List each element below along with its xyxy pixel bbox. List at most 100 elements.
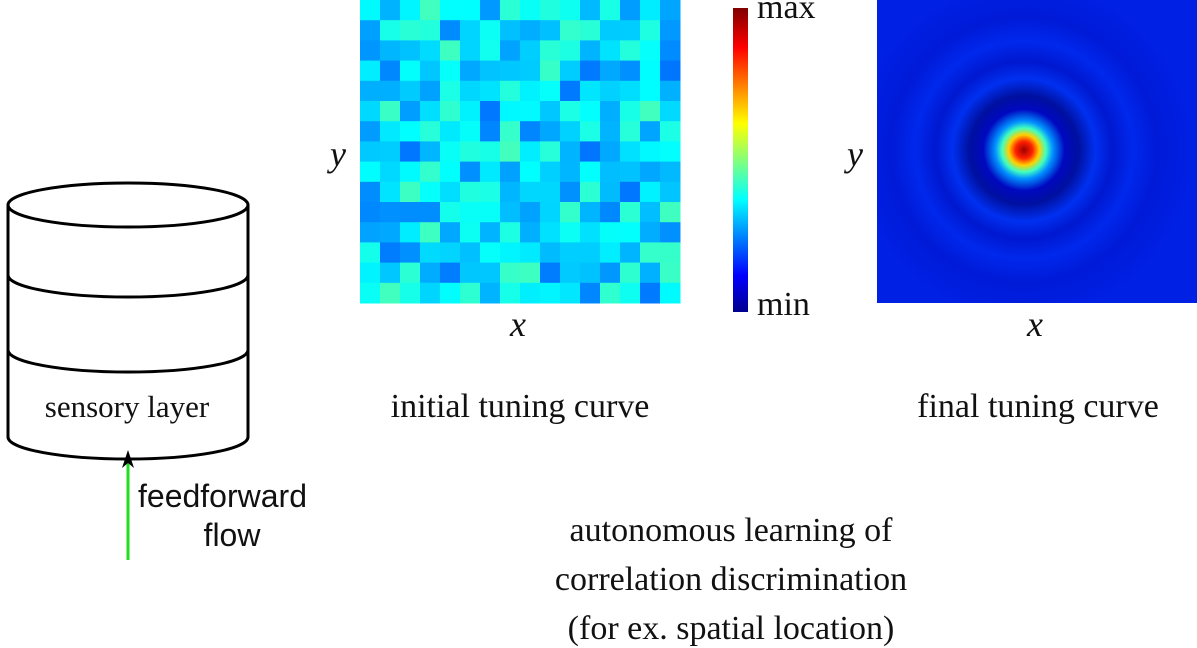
noise-cell: [420, 20, 441, 41]
noise-cell: [580, 181, 601, 203]
noise-cell: [420, 181, 441, 203]
noise-cell: [460, 141, 481, 163]
noise-cell: [520, 121, 541, 142]
noise-cell: [380, 161, 401, 183]
panel-title: final tuning curve: [917, 388, 1159, 425]
noise-cell: [640, 80, 661, 102]
noise-cell: [440, 202, 461, 223]
noise-cell: [460, 20, 481, 41]
noise-cell: [660, 60, 681, 82]
noise-cell: [440, 222, 461, 243]
noise-cell: [420, 80, 441, 102]
noise-cell: [440, 262, 461, 284]
noise-cell: [400, 0, 421, 21]
noise-cell: [540, 262, 561, 284]
noise-cell: [380, 242, 401, 264]
noise-cell: [620, 222, 641, 243]
noise-cell: [540, 40, 561, 62]
noise-cell: [640, 121, 661, 142]
noise-cell: [660, 202, 681, 223]
noise-cell: [520, 181, 541, 203]
caption: correlation discrimination: [555, 561, 907, 598]
noise-cell: [520, 80, 541, 102]
noise-cell: [600, 80, 621, 102]
noise-cell: [580, 40, 601, 62]
noise-cell: [640, 161, 661, 183]
noise-cell: [400, 282, 421, 304]
noise-cell: [400, 181, 421, 203]
noise-cell: [440, 101, 461, 122]
noise-cell: [660, 80, 681, 102]
noise-cell: [480, 181, 501, 203]
noise-cell: [500, 40, 521, 62]
noise-cell: [440, 121, 461, 142]
noise-cell: [440, 161, 461, 183]
noise-cell: [540, 141, 561, 163]
noise-cell: [580, 20, 601, 41]
noise-cell: [380, 20, 401, 41]
noise-cell: [400, 202, 421, 223]
noise-cell: [360, 80, 381, 102]
noise-cell: [360, 60, 381, 82]
noise-cell: [420, 121, 441, 142]
noise-cell: [660, 101, 681, 122]
noise-cell: [360, 161, 381, 183]
noise-cell: [640, 60, 661, 82]
noise-cell: [460, 202, 481, 223]
noise-cell: [440, 40, 461, 62]
noise-cell: [620, 0, 641, 21]
noise-cell: [500, 20, 521, 41]
noise-cell: [520, 40, 541, 62]
noise-cell: [540, 222, 561, 243]
noise-cell: [580, 101, 601, 122]
noise-cell: [620, 141, 641, 163]
caption: autonomous learning of: [570, 512, 894, 549]
noise-cell: [640, 141, 661, 163]
noise-cell: [480, 202, 501, 223]
noise-cell: [500, 202, 521, 223]
noise-cell: [480, 20, 501, 41]
noise-cell: [460, 222, 481, 243]
noise-cell: [600, 0, 621, 21]
panel-title: initial tuning curve: [391, 388, 650, 425]
noise-cell: [480, 222, 501, 243]
noise-cell: [500, 161, 521, 183]
noise-cell: [440, 141, 461, 163]
noise-cell: [540, 101, 561, 122]
noise-cell: [660, 20, 681, 41]
noise-cell: [520, 141, 541, 163]
noise-cell: [360, 101, 381, 122]
noise-cell: [460, 282, 481, 304]
noise-cell: [640, 40, 661, 62]
noise-cell: [600, 202, 621, 223]
noise-cell: [560, 161, 581, 183]
noise-cell: [660, 40, 681, 62]
noise-cell: [600, 181, 621, 203]
noise-cell: [600, 282, 621, 304]
noise-cell: [620, 161, 641, 183]
noise-cell: [500, 282, 521, 304]
noise-cell: [640, 262, 661, 284]
noise-cell: [400, 80, 421, 102]
noise-cell: [420, 202, 441, 223]
noise-cell: [400, 121, 421, 142]
noise-cell: [460, 161, 481, 183]
noise-cell: [360, 282, 381, 304]
noise-cell: [580, 121, 601, 142]
noise-cell: [440, 80, 461, 102]
noise-cell: [620, 181, 641, 203]
noise-cell: [620, 282, 641, 304]
noise-cell: [500, 121, 521, 142]
noise-cell: [500, 242, 521, 264]
noise-cell: [480, 141, 501, 163]
cylinder: [6, 181, 250, 461]
noise-cell: [620, 80, 641, 102]
noise-cell: [400, 242, 421, 264]
noise-cell: [520, 0, 541, 21]
noise-cell: [560, 181, 581, 203]
final-heatmap: [877, 0, 1197, 303]
noise-cell: [380, 40, 401, 62]
colorbar-max: max: [757, 0, 816, 26]
colorbar-min: min: [757, 286, 810, 323]
noise-cell: [600, 101, 621, 122]
